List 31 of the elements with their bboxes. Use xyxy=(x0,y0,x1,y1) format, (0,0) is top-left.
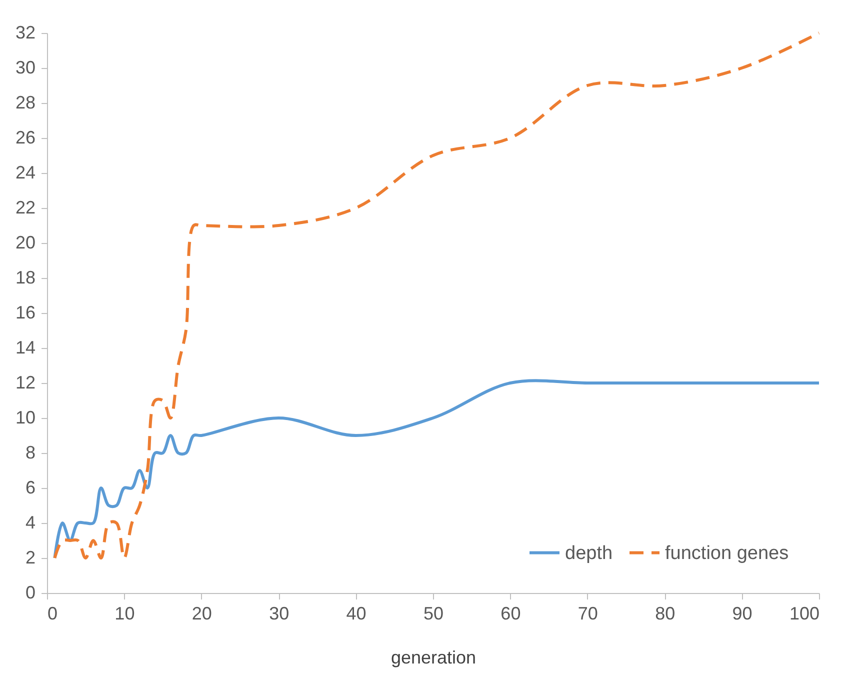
x-tick-label: 60 xyxy=(500,604,521,624)
y-tick-label: 18 xyxy=(15,268,36,288)
y-tick-label: 20 xyxy=(15,232,36,252)
x-tick-label: 10 xyxy=(114,604,135,624)
x-tick-label: 20 xyxy=(192,604,212,624)
y-tick-label: 6 xyxy=(25,478,36,498)
y-tick-label: 22 xyxy=(15,198,36,218)
legend-label: function genes xyxy=(665,542,789,564)
x-tick-label: 40 xyxy=(346,604,366,624)
y-tick-label: 26 xyxy=(15,128,36,148)
x-axis-title: generation xyxy=(390,648,476,668)
x-tick-label: 100 xyxy=(789,604,820,624)
y-tick-label: 10 xyxy=(15,408,36,428)
y-tick-label: 4 xyxy=(25,512,36,532)
y-tick-label: 8 xyxy=(25,442,36,462)
y-tick-label: 12 xyxy=(15,372,36,392)
y-tick-label: 16 xyxy=(15,302,36,322)
y-tick-label: 32 xyxy=(15,22,36,42)
y-tick-label: 24 xyxy=(15,162,36,182)
x-tick-label: 50 xyxy=(423,604,444,624)
y-tick-label: 0 xyxy=(25,582,36,602)
x-tick-label: 70 xyxy=(578,604,598,624)
x-tick-label: 80 xyxy=(655,604,676,624)
y-tick-label: 28 xyxy=(15,92,36,112)
x-tick-label: 90 xyxy=(732,604,752,624)
y-tick-label: 30 xyxy=(15,58,36,78)
legend-label: depth xyxy=(565,542,613,564)
x-tick-label: 30 xyxy=(269,604,290,624)
y-tick-label: 2 xyxy=(25,548,36,568)
x-tick-label: 0 xyxy=(48,604,58,624)
y-tick-label: 14 xyxy=(15,338,36,358)
